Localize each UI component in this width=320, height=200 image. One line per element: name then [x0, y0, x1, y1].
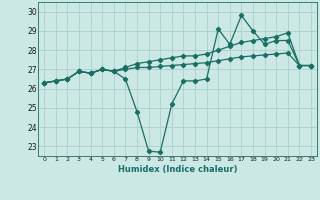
X-axis label: Humidex (Indice chaleur): Humidex (Indice chaleur)	[118, 165, 237, 174]
